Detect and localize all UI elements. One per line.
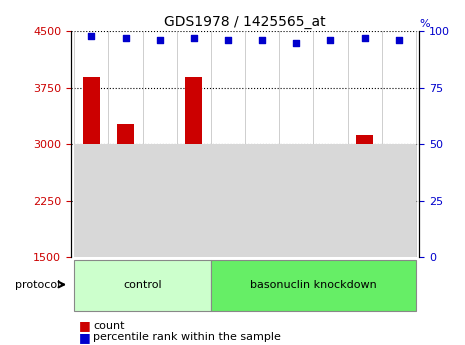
Bar [211,145,245,257]
Bar [313,145,347,257]
Bar [322,171,339,257]
Point [122,36,129,41]
Bar [74,260,211,311]
Point [190,36,198,41]
Bar [151,146,168,257]
Text: ■: ■ [79,331,91,344]
Point [259,38,266,43]
Bar [185,77,202,257]
Bar [253,171,271,257]
Text: count: count [93,321,125,331]
Bar [83,77,100,257]
Bar [177,145,211,257]
Text: protocol: protocol [15,279,60,289]
Bar [390,145,407,257]
Bar [143,145,177,257]
Title: GDS1978 / 1425565_at: GDS1978 / 1425565_at [164,15,326,29]
Text: basonuclin knockdown: basonuclin knockdown [250,279,377,289]
Point [395,38,403,43]
Point [87,33,95,39]
Point [292,40,300,46]
Text: percentile rank within the sample: percentile rank within the sample [93,333,281,342]
Point [361,36,368,41]
Bar [288,209,305,257]
Bar [347,145,382,257]
Text: ■: ■ [79,319,91,333]
Point [327,38,334,43]
Bar [356,135,373,257]
Bar [245,145,279,257]
Text: %: % [419,19,430,29]
Point [156,38,163,43]
Text: control: control [123,279,162,289]
Bar [117,124,134,257]
Point [224,38,232,43]
Bar [211,260,416,311]
Bar [279,145,313,257]
Bar [382,145,416,257]
Bar [219,150,237,257]
Bar [74,145,108,257]
Bar [108,145,143,257]
